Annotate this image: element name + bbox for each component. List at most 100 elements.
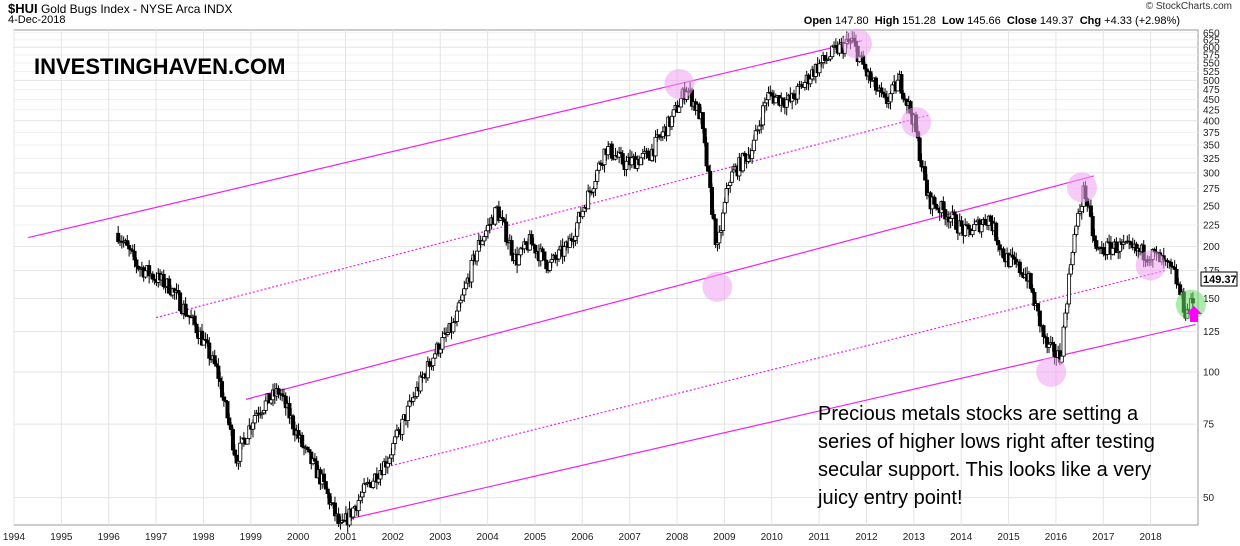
symbol: $HUI (8, 1, 38, 16)
candle-body (385, 462, 390, 468)
candle-body (702, 128, 707, 144)
candle-body (1092, 235, 1097, 241)
candle-body (216, 365, 221, 379)
candle-body (595, 169, 600, 182)
y-tick-label: 275 (1203, 184, 1220, 195)
candle-body (509, 240, 514, 256)
highlight-circle (1036, 357, 1067, 388)
candle-body (1052, 343, 1057, 357)
candle-body (708, 170, 713, 188)
candle-body (540, 248, 545, 253)
x-tick-label: 2006 (571, 532, 594, 543)
candle-body (544, 259, 549, 270)
candle-body (411, 397, 416, 402)
candle-body (830, 45, 835, 58)
candle-body (954, 214, 959, 230)
highlight-circle (1135, 250, 1166, 281)
candle-body (431, 357, 436, 367)
candle-body (524, 241, 529, 245)
x-tick-label: 2012 (855, 532, 878, 543)
candle-body (784, 99, 789, 108)
y-tick-label: 500 (1203, 76, 1220, 87)
candle-body (1079, 205, 1084, 213)
candle-body (901, 92, 906, 100)
x-tick-label: 2009 (713, 532, 736, 543)
candle-body (1041, 325, 1046, 338)
candle-body (376, 478, 381, 483)
candle-body (178, 292, 183, 311)
candle-body (873, 77, 878, 91)
candle-body (753, 130, 758, 141)
candle-body (972, 223, 977, 232)
candle-body (1030, 288, 1035, 293)
annotation-line-2: series of higher lows right after testin… (818, 431, 1155, 453)
x-tick-label: 1994 (3, 532, 26, 543)
candle-body (250, 422, 255, 430)
candle-body (970, 230, 975, 236)
candle-body (679, 98, 684, 108)
source-credit: © StockCharts.com (1145, 1, 1232, 12)
candle-body (323, 481, 328, 490)
candle-body (480, 240, 485, 246)
candle-body (475, 250, 480, 262)
y-tick-label: 200 (1203, 242, 1220, 253)
candle-body (469, 260, 474, 283)
candle-body (553, 254, 558, 259)
high-value: 151.28 (902, 15, 936, 27)
candle-body (529, 234, 534, 245)
candle-body (1088, 205, 1093, 217)
candle-body (677, 106, 682, 113)
candle-body (207, 342, 212, 359)
annotation-text: Precious metals stocks are setting a ser… (817, 403, 1160, 509)
candle-body (609, 143, 614, 159)
chart-date: 4-Dec-2018 (8, 14, 66, 26)
candle-body (923, 166, 928, 181)
candle-body (167, 278, 172, 294)
y-tick-label: 100 (1203, 368, 1220, 379)
y-tick-label: 425 (1203, 105, 1220, 116)
candle-body (669, 115, 674, 128)
candle-body (988, 215, 993, 222)
candle-body (879, 87, 884, 93)
candle-body (863, 63, 868, 70)
candle-body (728, 181, 733, 186)
candle-body (440, 337, 445, 350)
x-tick-label: 2018 (1140, 532, 1163, 543)
candle-body (932, 196, 937, 205)
candle-body (1028, 273, 1033, 289)
highlight-circle (664, 68, 695, 99)
candle-body (263, 400, 268, 411)
candle-body (485, 224, 490, 232)
candle-body (1065, 303, 1070, 314)
candle-body (837, 43, 842, 54)
candle-body (393, 436, 398, 444)
candle-body (919, 160, 924, 168)
x-tick-label: 2000 (287, 532, 310, 543)
candle-body (252, 415, 257, 424)
open-value: 147.80 (834, 15, 869, 27)
open-label: Open (803, 15, 832, 27)
candle-body (230, 429, 235, 451)
candle-body (1169, 261, 1174, 267)
candle-body (227, 417, 232, 426)
candle-body (291, 415, 296, 430)
candle-body (593, 180, 598, 190)
y-tick-label: 450 (1203, 95, 1220, 106)
x-tick-label: 2007 (619, 532, 642, 543)
candle-body (454, 310, 459, 322)
candle-body (1067, 273, 1072, 305)
low-label: Low (942, 15, 965, 27)
candle-body (717, 231, 722, 244)
candle-body (482, 236, 487, 242)
candle-body (952, 211, 957, 216)
candle-body (620, 153, 625, 165)
candle-body (653, 136, 658, 157)
candle-body (358, 496, 363, 502)
candle-body (934, 203, 939, 209)
candle-body (1061, 326, 1066, 357)
candle-body (371, 480, 376, 488)
candle-body (781, 97, 786, 105)
channel-midline (155, 114, 929, 319)
candle-body (802, 82, 807, 88)
